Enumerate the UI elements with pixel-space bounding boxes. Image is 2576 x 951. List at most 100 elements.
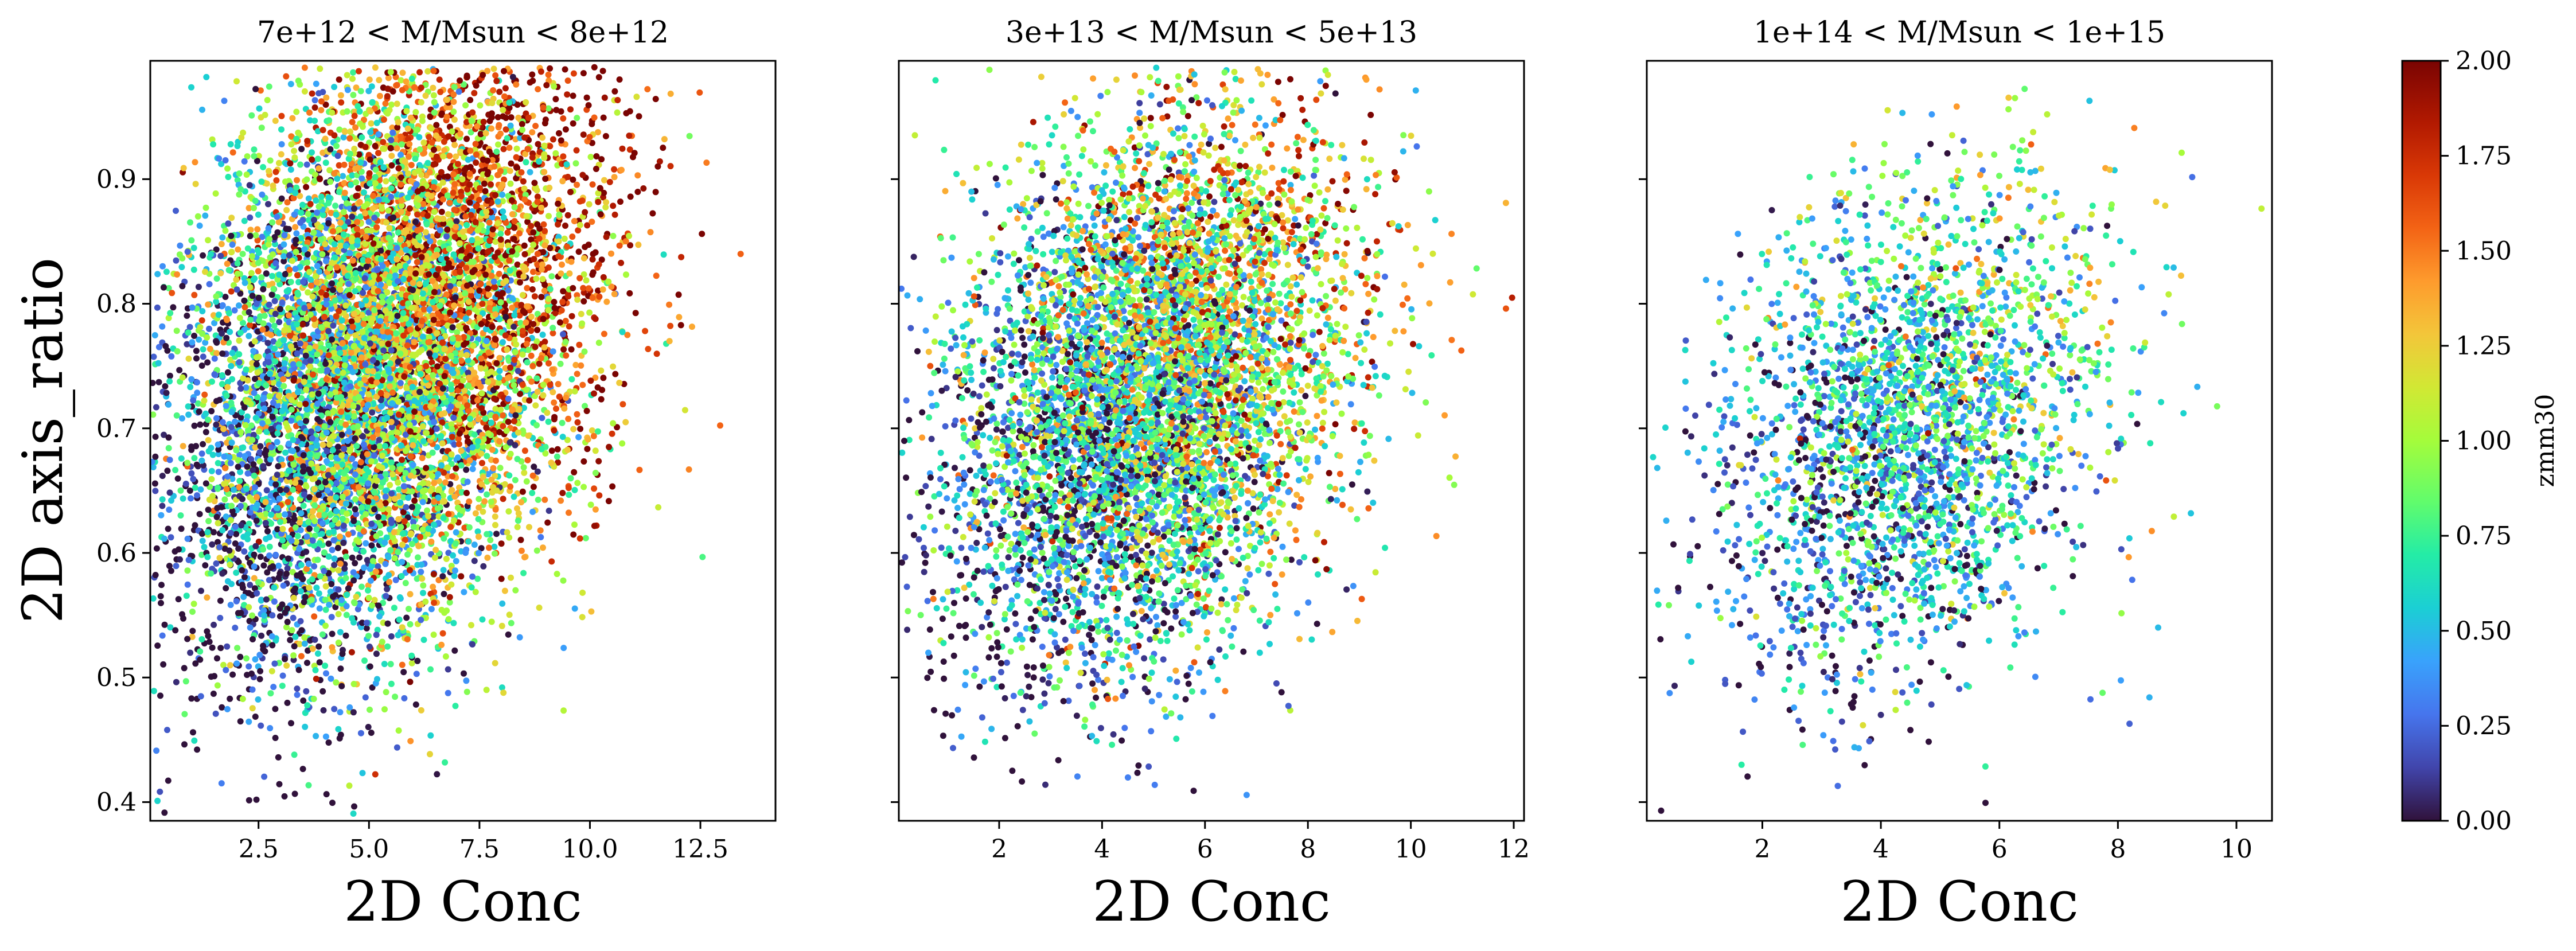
data-point [560,645,567,652]
data-point [531,293,538,300]
data-point [185,403,192,410]
data-point [160,284,167,291]
data-point [382,100,389,107]
data-point [295,667,302,673]
data-point [611,174,618,181]
data-point [225,220,232,227]
data-point [337,533,343,540]
data-point [187,649,194,656]
data-point [469,466,476,473]
data-point [337,731,344,738]
data-point [182,481,189,487]
data-point [404,551,411,558]
panel-1: 7e+12 < M/Msun < 8e+12 2.5 5.0 7.5 10.0 12.5… [96,15,777,934]
data-point [342,632,349,639]
data-point [266,167,272,174]
data-point [217,597,224,604]
data-point [217,614,224,621]
data-point [537,68,544,75]
data-point [179,415,185,422]
data-point [294,272,301,279]
data-point [278,151,285,158]
data-point [313,584,320,591]
data-point [434,771,441,778]
data-point [571,605,578,612]
data-point [241,297,248,304]
data-point [272,735,279,741]
data-point [164,467,171,474]
data-point [644,86,651,92]
data-point [192,159,198,166]
data-point [243,655,250,662]
data-point [240,319,246,326]
data-point [542,450,549,457]
data-point [197,693,204,700]
data-point [476,533,482,540]
data-point [610,363,617,370]
data-point [570,531,577,538]
data-point [505,631,512,638]
data-point [618,166,625,173]
data-point [415,543,422,549]
data-point [545,213,552,220]
data-point [215,539,221,545]
data-point [314,556,321,563]
data-point [249,705,256,712]
data-point [314,650,321,657]
data-point [284,199,291,206]
data-point [531,463,537,470]
data-point [346,782,353,789]
data-point [228,580,235,587]
data-point [196,223,203,229]
data-point [328,580,335,587]
data-point [218,780,225,787]
data-point [591,64,598,71]
data-point [456,484,463,491]
data-point [283,73,290,80]
data-point [245,663,252,670]
data-point [388,680,395,687]
data-point [309,90,315,97]
data-point [371,597,378,603]
data-point [225,267,232,274]
data-point [480,563,487,570]
data-point [337,709,344,716]
data-point [532,402,539,409]
data-point [375,602,382,609]
data-point [419,118,426,124]
data-point [189,339,196,346]
data-point [514,102,521,108]
data-point [491,543,498,550]
data-point [178,525,185,532]
data-point [541,120,548,127]
data-point [429,449,436,456]
data-point [553,406,559,412]
data-point [232,540,239,547]
data-point [586,201,593,208]
data-point [191,422,198,429]
data-point [193,355,200,362]
data-point [636,466,643,473]
data-point [325,553,332,560]
data-point [283,662,290,669]
data-point [384,93,391,100]
data-point [589,181,596,188]
data-point [159,263,166,270]
data-point [302,723,309,730]
data-point [585,102,592,108]
data-point [328,675,334,682]
data-point [399,541,406,548]
data-point [213,560,220,567]
data-point [481,498,488,505]
data-point [391,605,397,611]
data-point [420,590,426,597]
data-point [234,177,241,184]
data-point [263,262,270,269]
data-point [257,554,264,560]
data-point [177,512,184,519]
data-point [593,166,599,172]
data-point [572,160,579,167]
data-point [181,711,188,718]
data-point [395,727,402,734]
data-point [366,76,373,83]
